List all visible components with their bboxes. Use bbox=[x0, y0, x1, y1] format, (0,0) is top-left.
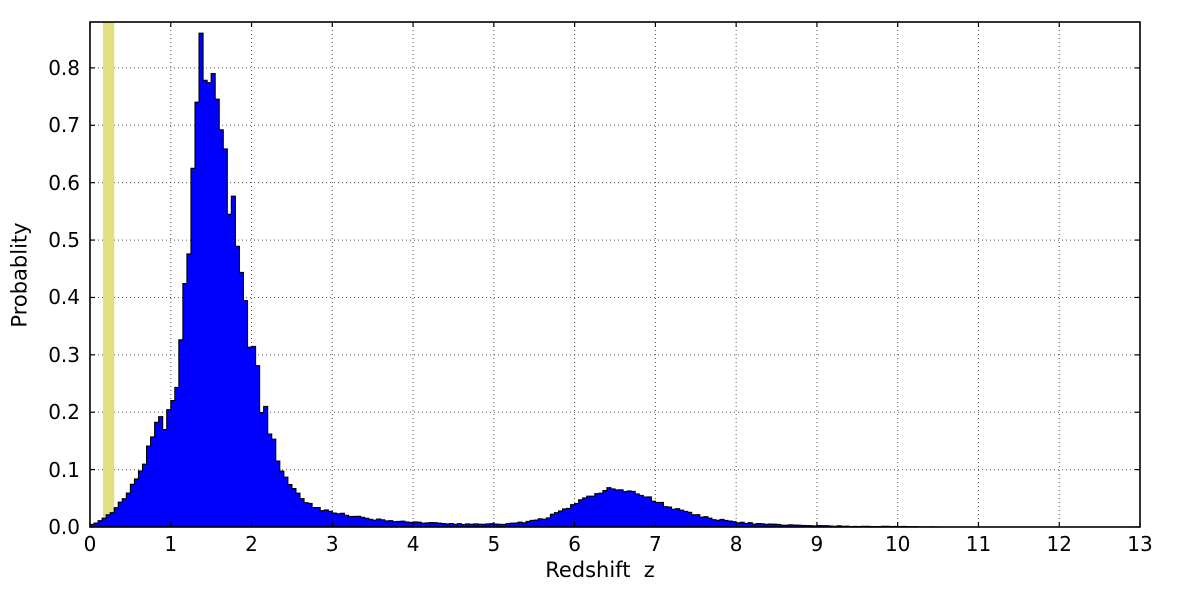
x-tick-label: 12 bbox=[1046, 532, 1072, 556]
x-tick-label: 3 bbox=[325, 532, 339, 556]
y-tick-label: 0.4 bbox=[48, 285, 80, 310]
x-tick-label: 6 bbox=[568, 532, 581, 556]
y-tick-label: 0.2 bbox=[48, 400, 80, 425]
y-tick-label: 0.1 bbox=[48, 457, 80, 482]
y-tick-label: 0.3 bbox=[48, 342, 80, 367]
x-tick-label: 11 bbox=[965, 532, 992, 556]
x-tick-label: 10 bbox=[884, 532, 911, 556]
axes-frame bbox=[89, 21, 1141, 528]
x-tick-label: 2 bbox=[245, 532, 258, 556]
y-tick-label: 0.5 bbox=[48, 228, 80, 253]
x-tick-label: 13 bbox=[1127, 532, 1153, 556]
x-tick-label: 8 bbox=[729, 532, 743, 556]
x-tick-label: 1 bbox=[164, 532, 178, 556]
y-tick-label: 0.8 bbox=[48, 55, 80, 80]
y-tick-label: 0.6 bbox=[48, 170, 80, 195]
redshift-highlight-band bbox=[102, 22, 115, 527]
y-tick-label: 0.7 bbox=[48, 113, 80, 138]
x-tick-label: 9 bbox=[810, 532, 824, 556]
grid-lines bbox=[90, 22, 1141, 527]
y-tick-label: 0.0 bbox=[48, 515, 80, 539]
x-axis-label: Redshift z bbox=[545, 558, 655, 582]
x-tick-label: 7 bbox=[649, 532, 662, 556]
x-tick-label: 5 bbox=[487, 532, 501, 556]
x-tick-label: 0 bbox=[83, 532, 97, 556]
x-tick-label: 4 bbox=[406, 532, 420, 556]
